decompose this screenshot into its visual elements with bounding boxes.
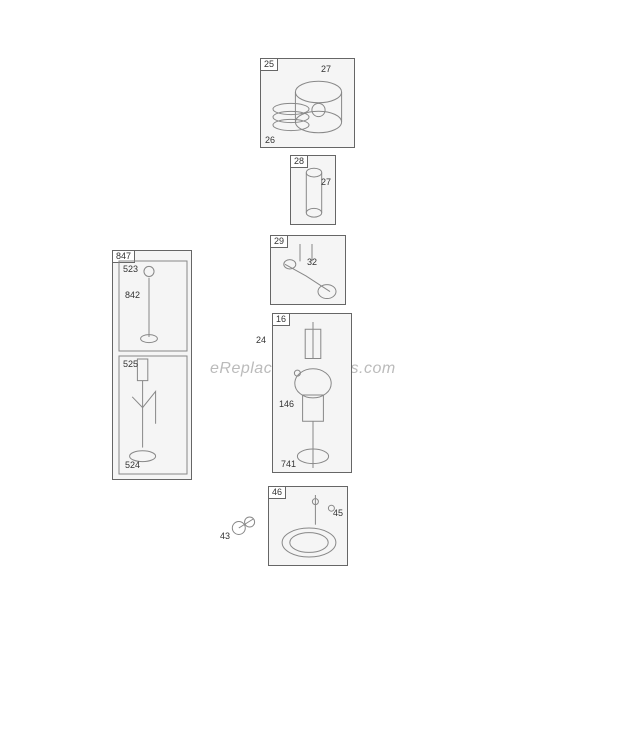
parts-box-25: 25 27 26: [260, 58, 355, 148]
part-ref-label: 524: [125, 461, 140, 470]
rings-drawing: [271, 97, 311, 137]
parts-box-46: 4645: [268, 486, 348, 566]
part-ref-label: 32: [307, 258, 317, 267]
crankshaft-drawing: [287, 322, 339, 468]
parts-box-28: 2827: [290, 155, 336, 225]
part-ref-label: 45: [333, 509, 343, 518]
box-tag: 25: [260, 58, 278, 71]
parts-box-29: 2932: [270, 235, 346, 305]
parts-box-16: 16146741: [272, 313, 352, 473]
camgear-drawing: [277, 495, 341, 561]
part-ref-label: 146: [279, 400, 294, 409]
pin-drawing: [303, 166, 325, 221]
parts-box-847: 847523842525524: [112, 250, 192, 480]
part-ref-label: 27: [321, 65, 331, 74]
valve-drawing: [135, 265, 163, 345]
governor-drawing: [228, 510, 264, 540]
part-ref-label: 523: [123, 265, 138, 274]
part-ref-label: 24: [256, 336, 266, 345]
part-ref-label: 525: [123, 360, 138, 369]
part-ref-label: 26: [265, 136, 275, 145]
part-ref-label: 43: [220, 532, 230, 541]
part-ref-label: 741: [281, 460, 296, 469]
part-ref-label: 842: [125, 291, 140, 300]
valve2-drawing: [127, 359, 179, 467]
conrod-drawing: [279, 244, 339, 302]
part-ref-label: 27: [321, 178, 331, 187]
